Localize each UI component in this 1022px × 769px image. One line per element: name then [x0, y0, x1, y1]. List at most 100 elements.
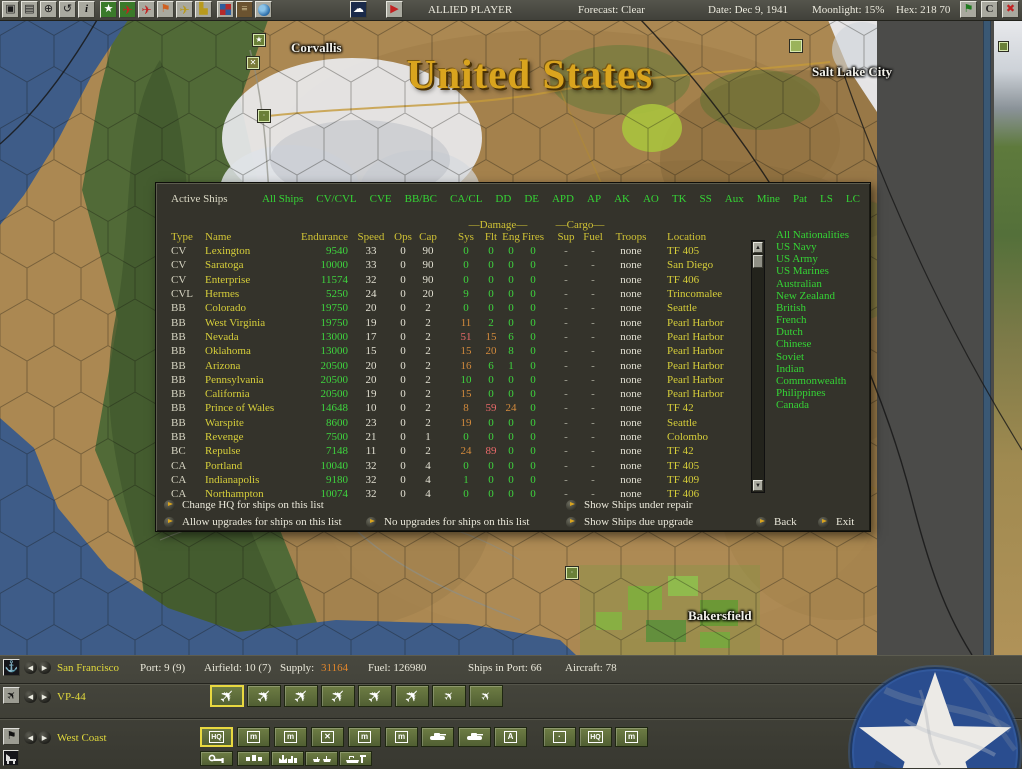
nationality-filter-us-marines[interactable]: US Marines [776, 265, 829, 278]
unit-button-tank[interactable] [458, 727, 491, 747]
ship-row[interactable]: BB Nevada 13000 17 0 2 51 15 6 0 - - none Pearl Harbo… [156, 330, 756, 344]
tab-bb-bc[interactable]: BB/BC [404, 193, 438, 205]
nationality-filter-australian[interactable]: Australian [776, 277, 822, 290]
ship-row[interactable]: CVL Hermes 5250 24 0 20 9 0 0 0 - - none Trincomalee [156, 287, 756, 301]
next-unit-icon[interactable]: ▶ [38, 731, 51, 744]
base-icon[interactable]: · [565, 566, 579, 580]
nationality-filter-commonwealth[interactable]: Commonwealth [776, 374, 847, 387]
tab-cve[interactable]: CVE [369, 193, 392, 205]
zoom-out-icon[interactable]: ↺ [59, 1, 76, 18]
nationality-filter-indian[interactable]: Indian [776, 362, 805, 375]
scroll-down-icon[interactable]: ▼ [753, 480, 763, 491]
factory-button[interactable] [271, 751, 304, 766]
unit-button-hq[interactable]: HQ [200, 727, 233, 747]
prev-unit-icon[interactable]: ◀ [24, 731, 37, 744]
base-icon[interactable] [789, 39, 803, 53]
tab-ss[interactable]: SS [699, 193, 712, 205]
air-raid-icon[interactable]: ✈ [138, 1, 155, 18]
base-icon[interactable]: ★ [252, 33, 266, 47]
tab-ca-cl[interactable]: CA/CL [450, 193, 483, 205]
air-group-name[interactable]: VP-44 [57, 691, 86, 703]
ships-button[interactable] [305, 751, 338, 766]
allow-upgrades-button[interactable]: Allow upgrades for ships on this list [164, 516, 342, 528]
close-icon[interactable]: ✖ [1002, 1, 1019, 18]
unit-icon[interactable]: ✕ [246, 56, 260, 70]
ship-row[interactable]: BB Arizona 20500 20 0 2 16 6 1 0 - - none Pearl Harbo… [156, 358, 756, 372]
base-icon[interactable] [998, 41, 1009, 52]
ship-row[interactable]: BB Colorado 19750 20 0 2 0 0 0 0- - none Seattle [156, 301, 756, 315]
patrol-bomber-icon-2[interactable]: ✈ [321, 684, 355, 708]
unit-button-hq[interactable]: HQ [579, 727, 612, 747]
unit-button-tank[interactable] [421, 727, 454, 747]
tab-de[interactable]: DE [524, 193, 539, 205]
scroll-up-icon[interactable]: ▲ [753, 242, 763, 253]
flying-boat-icon-1[interactable]: ✈ [210, 684, 244, 708]
nationality-filter-dutch[interactable]: Dutch [776, 326, 803, 339]
mosaic-icon[interactable] [217, 1, 234, 18]
unit-button-m[interactable]: m [385, 727, 418, 747]
unit-button-x[interactable]: ✕ [311, 727, 344, 747]
tab-ap[interactable]: AP [587, 193, 602, 205]
next-base-icon[interactable]: ▶ [38, 661, 51, 674]
unit-button-base[interactable]: · [543, 727, 576, 747]
witp-star-icon[interactable]: ★ [100, 1, 117, 18]
tab-tk[interactable]: TK [671, 193, 687, 205]
no-upgrades-button[interactable]: No upgrades for ships on this list [366, 516, 529, 528]
ship-row[interactable]: CV Enterprise 11574 32 0 90 0 0 0 0 - - none TF 406 [156, 273, 756, 287]
ship-row[interactable]: CV Lexington 9540 33 0 90 0 0 0 0 - - none TF 405 [156, 244, 756, 258]
nationality-filter-french[interactable]: French [776, 314, 807, 327]
ship-row[interactable]: BB Pennsylvania 20500 20 0 2 10 0 0 0 - - none Pearl … [156, 373, 756, 387]
air-group-icon[interactable]: ✈ [3, 687, 20, 704]
nationality-filter-us-army[interactable]: US Army [776, 253, 818, 266]
ship-row[interactable]: CV Saratoga 10000 33 0 90 0 0 0 0 - - none San Diego [156, 258, 756, 272]
report-icon[interactable]: ▤ [21, 1, 38, 18]
nationality-filter-soviet[interactable]: Soviet [776, 350, 805, 363]
nationality-filter-chinese[interactable]: Chinese [776, 338, 812, 351]
nationality-filter-philippines[interactable]: Philippines [776, 387, 826, 400]
exit-button[interactable]: Exit [818, 516, 854, 528]
show-ships-due-upgrade-button[interactable]: Show Ships due upgrade [566, 516, 693, 528]
tab-mine[interactable]: Mine [756, 193, 780, 205]
nationality-filter-all-nationalities[interactable]: All Nationalities [776, 229, 850, 241]
pontoon-icon[interactable]: ≡ [236, 1, 253, 18]
ground-unit-icon[interactable]: ⚑ [3, 728, 20, 745]
fighter-icon-2[interactable]: ✈ [469, 685, 503, 707]
world-map-icon[interactable] [255, 1, 272, 18]
nationality-filter-canada[interactable]: Canada [776, 399, 809, 412]
tab-pat[interactable]: Pat [792, 193, 808, 205]
tab-cv-cvl[interactable]: CV/CVL [316, 193, 357, 205]
unit-button-m[interactable]: m [348, 727, 381, 747]
nationality-filter-us-navy[interactable]: US Navy [776, 241, 817, 254]
next-air-group-icon[interactable]: ▶ [38, 690, 51, 703]
combat-animation-icon[interactable]: C [981, 1, 998, 18]
depot-button[interactable] [237, 751, 270, 766]
tab-lc[interactable]: LC [845, 193, 860, 205]
ship-row[interactable]: BB West Virginia 19750 19 0 2 11 2 0 0- - none Pearl… [156, 315, 756, 329]
tab-ls[interactable]: LS [820, 193, 833, 205]
save-icon[interactable]: ▣ [2, 1, 19, 18]
show-ships-under-repair-button[interactable]: Show Ships under repair [566, 499, 692, 511]
weather-icon[interactable]: ☁ [350, 1, 367, 18]
unit-button-a[interactable]: A [494, 727, 527, 747]
ship-row[interactable]: BC Repulse 7148 11 0 2 24 89 0 0 - - none TF 42 [156, 444, 756, 458]
fighter-icon-1[interactable]: ✈ [432, 685, 466, 707]
flying-boat-icon-2[interactable]: ✈ [247, 684, 281, 708]
patrol-bomber-icon-3[interactable]: ✈ [358, 684, 392, 708]
ship-row[interactable]: CA Northampton 10074 32 0 4 0 0 0 0 - - none TF 406 [156, 487, 756, 501]
info-icon[interactable]: i [78, 1, 95, 18]
tab-all-ships[interactable]: All Ships [262, 193, 304, 205]
nationality-filter-british[interactable]: British [776, 301, 806, 314]
ship-row[interactable]: BB Prince of Wales 14648 10 0 2 8 59 24 0 - - none TF… [156, 401, 756, 415]
flag-toggle-icon[interactable]: ⚑ [960, 1, 977, 18]
tab-ak[interactable]: AK [614, 193, 630, 205]
unit-button-m[interactable]: m [615, 727, 648, 747]
warship-icon[interactable]: ▙ [195, 1, 212, 18]
nationality-filter-new-zealand[interactable]: New Zealand [776, 289, 835, 302]
unit-button-m[interactable]: m [237, 727, 270, 747]
ship-row[interactable]: CA Indianapolis 9180 32 0 4 1 0 0 0 - - none TF 409 [156, 473, 756, 487]
play-turn-icon[interactable]: ▶ [386, 1, 403, 18]
ground-command-name[interactable]: West Coast [57, 732, 107, 744]
wrench-button[interactable] [200, 751, 233, 766]
patrol-bomber-icon-1[interactable]: ✈ [284, 684, 318, 708]
ship-row[interactable]: BB Revenge 7500 21 0 1 0 0 0 0 - - none Colombo [156, 430, 756, 444]
